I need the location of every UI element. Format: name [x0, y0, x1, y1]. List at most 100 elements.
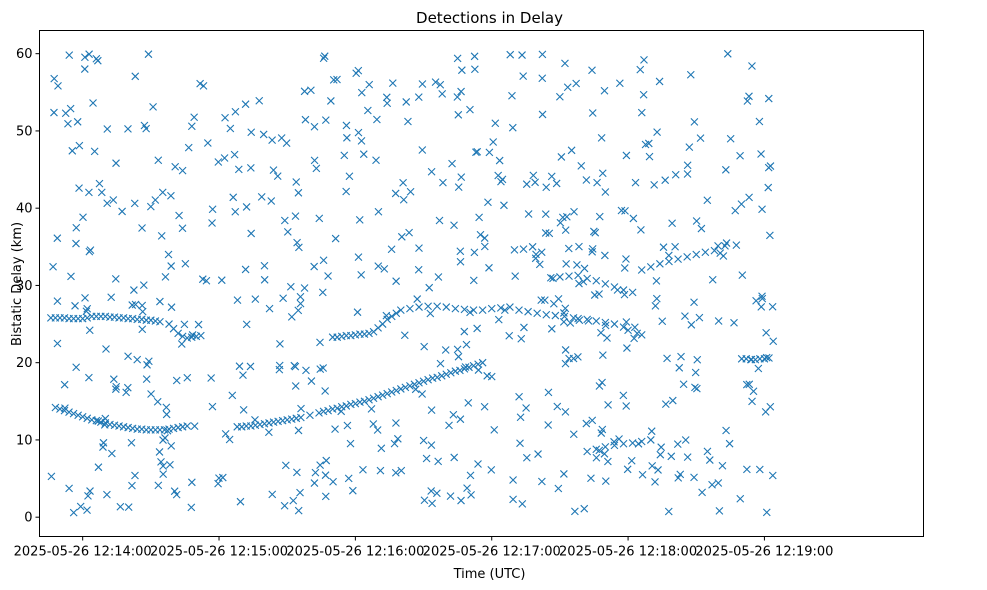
- detection-point: [574, 352, 582, 361]
- detection-point-track-right-low: [637, 437, 646, 446]
- detection-point: [419, 436, 428, 445]
- detection-point: [383, 99, 392, 108]
- detection-point: [637, 108, 646, 117]
- detection-point: [588, 245, 597, 253]
- detection-point: [86, 487, 94, 495]
- y-tick-label-2: 20: [16, 356, 33, 371]
- detection-point: [61, 109, 70, 118]
- detection-point: [652, 276, 661, 285]
- detection-point-track-mid-right: [469, 306, 478, 315]
- detection-point: [522, 180, 531, 189]
- detection-point: [603, 334, 611, 342]
- detection-point: [427, 487, 436, 495]
- detection-point: [158, 188, 167, 197]
- detection-point-track-right-high: [519, 245, 528, 254]
- detection-point: [373, 426, 382, 434]
- detection-point: [650, 180, 659, 189]
- detection-point: [129, 286, 138, 294]
- detection-point: [198, 275, 207, 284]
- detection-point-track-right-high: [692, 250, 701, 259]
- detection-point: [640, 55, 648, 64]
- detection-point: [326, 97, 335, 105]
- detection-point: [676, 470, 685, 479]
- detection-point: [573, 260, 581, 269]
- detection-point: [255, 96, 264, 105]
- detection-point: [592, 453, 601, 462]
- detection-point: [622, 402, 631, 410]
- detection-point: [691, 368, 700, 377]
- detection-point: [758, 294, 767, 303]
- detection-point: [320, 52, 329, 61]
- detection-point: [457, 173, 466, 182]
- detection-point: [318, 288, 327, 297]
- detection-point: [247, 128, 256, 137]
- detection-point: [81, 294, 89, 302]
- detection-point: [671, 242, 679, 251]
- detection-point: [154, 481, 163, 490]
- detection-point: [436, 359, 445, 368]
- detection-point: [241, 100, 250, 109]
- detection-point: [549, 299, 558, 308]
- detection-point: [703, 447, 712, 456]
- detection-point-track-right-high: [565, 272, 573, 281]
- detection-point: [226, 124, 235, 133]
- detection-point: [167, 262, 176, 270]
- detection-point: [354, 66, 363, 75]
- detection-point: [742, 380, 751, 389]
- detection-point: [554, 484, 563, 493]
- detection-point: [718, 461, 727, 470]
- detection-point-track-mid-right: [574, 314, 582, 323]
- detection-point: [316, 338, 324, 347]
- detection-point-track-right-high: [537, 248, 546, 257]
- detection-point: [214, 158, 223, 166]
- detection-point: [251, 295, 260, 303]
- detection-point: [705, 456, 714, 464]
- detection-point: [310, 156, 319, 165]
- detection-point: [265, 304, 274, 313]
- detection-point: [690, 117, 699, 126]
- detection-point: [595, 212, 604, 221]
- detection-point: [280, 501, 289, 510]
- detection-point: [622, 151, 631, 160]
- detection-point: [76, 502, 85, 511]
- detection-point: [260, 275, 269, 284]
- detection-point: [321, 387, 330, 395]
- detection-point-track-rising: [437, 371, 446, 380]
- detection-point: [558, 213, 567, 222]
- detection-point: [392, 419, 400, 427]
- detection-point: [726, 134, 735, 143]
- detection-point: [736, 494, 745, 503]
- detection-point: [393, 434, 402, 443]
- detection-point-track-rising: [365, 395, 373, 404]
- detection-point-track-lower-arc: [60, 406, 69, 415]
- detection-point: [549, 274, 557, 283]
- detection-point: [617, 206, 626, 215]
- detection-point: [620, 264, 629, 272]
- detection-point: [538, 74, 547, 83]
- detection-point: [131, 72, 140, 81]
- detection-point-track-mid-right: [524, 307, 532, 316]
- detection-point: [470, 248, 479, 257]
- detection-point: [683, 161, 692, 170]
- detection-point: [464, 399, 473, 407]
- detection-point: [730, 318, 738, 327]
- detection-point: [112, 159, 120, 168]
- detection-point-track-mid-right: [365, 329, 373, 338]
- detection-point: [116, 502, 125, 511]
- detection-point: [675, 363, 684, 372]
- detection-point: [426, 309, 435, 318]
- detection-point: [187, 478, 196, 487]
- detection-point: [246, 362, 255, 371]
- x-tick-label-1: 2025-05-26 12:15:00: [150, 545, 288, 560]
- detection-point: [294, 426, 303, 435]
- detection-point: [49, 262, 57, 271]
- detection-point-track-lower-arc: [51, 403, 60, 412]
- detection-point-track-rising: [401, 383, 410, 392]
- detection-point: [454, 183, 463, 191]
- detection-point: [457, 87, 465, 96]
- detection-point: [532, 250, 540, 259]
- detection-point: [367, 404, 376, 413]
- detection-point: [714, 317, 723, 325]
- detection-point: [580, 504, 589, 513]
